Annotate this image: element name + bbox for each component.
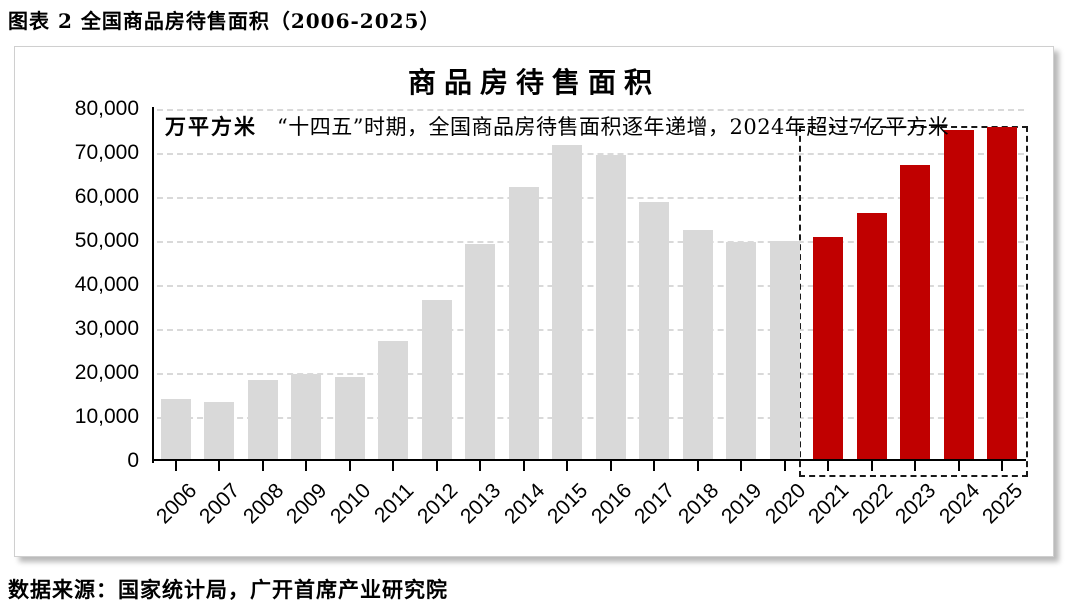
x-axis-tick — [218, 461, 221, 471]
y-axis-tick-label: 0 — [127, 449, 139, 472]
x-axis-tick — [609, 461, 612, 471]
x-axis-tick — [348, 461, 351, 471]
x-axis-tick-label: 2016 — [586, 479, 637, 529]
x-axis-tick-label: 2009 — [282, 479, 332, 529]
bar-2007 — [204, 402, 235, 461]
x-axis-tick-label: 2019 — [717, 479, 767, 529]
x-axis-tick-label: 2021 — [804, 479, 854, 529]
x-axis-tick-label: 2008 — [238, 479, 289, 529]
chart-card: 商品房待售面积 万平方米 “十四五”时期，全国商品房待售面积逐年递增，2024年… — [14, 46, 1054, 557]
bar-2006 — [160, 399, 191, 461]
page-title: 图表 2 全国商品房待售面积（2006-2025） — [8, 9, 441, 33]
bar-2018 — [682, 230, 713, 461]
x-axis-tick — [479, 461, 482, 471]
gridline — [157, 153, 1024, 155]
x-axis-tick — [435, 461, 438, 471]
x-axis-tick-label: 2006 — [151, 479, 202, 529]
x-axis-tick-label: 2012 — [412, 479, 463, 529]
x-axis-tick-label: 2007 — [195, 479, 245, 529]
chart-annotation: “十四五”时期，全国商品房待售面积逐年递增，2024年超过7亿平方米 — [277, 115, 950, 139]
bar-2023 — [900, 165, 931, 461]
x-axis-tick-label: 2017 — [630, 479, 680, 529]
y-axis-tick-label: 20,000 — [74, 361, 139, 384]
bar-2008 — [247, 380, 278, 461]
x-axis-line — [152, 459, 1026, 461]
bar-2016 — [595, 155, 626, 461]
y-axis-tick-label: 40,000 — [74, 273, 139, 296]
bar-2009 — [291, 374, 322, 461]
y-axis-line — [152, 107, 154, 463]
bar-2019 — [726, 242, 757, 461]
y-axis-tick-label: 80,000 — [74, 97, 139, 120]
x-axis-tick — [783, 461, 786, 471]
x-axis-tick — [522, 461, 525, 471]
x-axis-tick-label: 2015 — [543, 479, 593, 529]
highlight-box-2021-2025 — [799, 126, 1028, 477]
x-axis-tick-label: 2025 — [978, 479, 1028, 529]
bar-2021 — [813, 237, 844, 461]
x-axis-tick-label: 2013 — [456, 479, 506, 529]
source-note: 数据来源：国家统计局，广开首席产业研究院 — [8, 577, 448, 602]
x-axis-tick — [1001, 461, 1004, 471]
gridline — [157, 329, 1024, 331]
x-axis-tick-label: 2022 — [847, 479, 898, 529]
x-axis-tick — [174, 461, 177, 471]
x-axis-tick — [870, 461, 873, 471]
chart-title: 商品房待售面积 — [407, 66, 660, 99]
x-axis-tick-label: 2010 — [325, 479, 376, 529]
bar-2010 — [334, 377, 365, 461]
x-axis-tick — [653, 461, 656, 471]
x-axis-tick-label: 2024 — [934, 479, 985, 529]
x-axis-tick — [392, 461, 395, 471]
bar-2014 — [508, 187, 539, 461]
gridline — [157, 417, 1024, 419]
x-axis-tick — [740, 461, 743, 471]
x-axis-tick-label: 2018 — [673, 479, 724, 529]
gridline — [157, 373, 1024, 375]
y-axis-tick-label: 50,000 — [74, 229, 139, 252]
bar-2015 — [552, 145, 583, 461]
bar-2013 — [465, 244, 496, 461]
y-axis-tick-label: 60,000 — [74, 185, 139, 208]
x-axis-tick-label: 2014 — [499, 479, 550, 529]
x-axis-tick — [914, 461, 917, 471]
y-axis-unit-label: 万平方米 — [165, 114, 257, 139]
bar-2025 — [987, 127, 1018, 461]
plot-area — [154, 109, 1024, 461]
bar-2022 — [856, 213, 887, 461]
bar-2012 — [421, 300, 452, 461]
y-axis-tick-label: 30,000 — [74, 317, 139, 340]
x-axis-tick — [827, 461, 830, 471]
bar-2017 — [639, 202, 670, 461]
x-axis-tick-label: 2011 — [370, 479, 419, 528]
bar-2024 — [943, 130, 974, 461]
y-axis-tick-label: 10,000 — [74, 405, 139, 428]
bar-2011 — [378, 341, 409, 461]
x-axis-tick-label: 2020 — [760, 479, 811, 529]
x-axis-tick — [696, 461, 699, 471]
gridline — [157, 241, 1024, 243]
x-axis-tick — [305, 461, 308, 471]
x-axis-tick-label: 2023 — [891, 479, 941, 529]
x-axis-tick — [957, 461, 960, 471]
bar-2020 — [769, 241, 800, 461]
y-axis-tick-label: 70,000 — [74, 141, 139, 164]
gridline — [157, 285, 1024, 287]
gridline — [157, 109, 1024, 111]
x-axis-tick — [566, 461, 569, 471]
gridline — [157, 197, 1024, 199]
x-axis-tick — [261, 461, 264, 471]
